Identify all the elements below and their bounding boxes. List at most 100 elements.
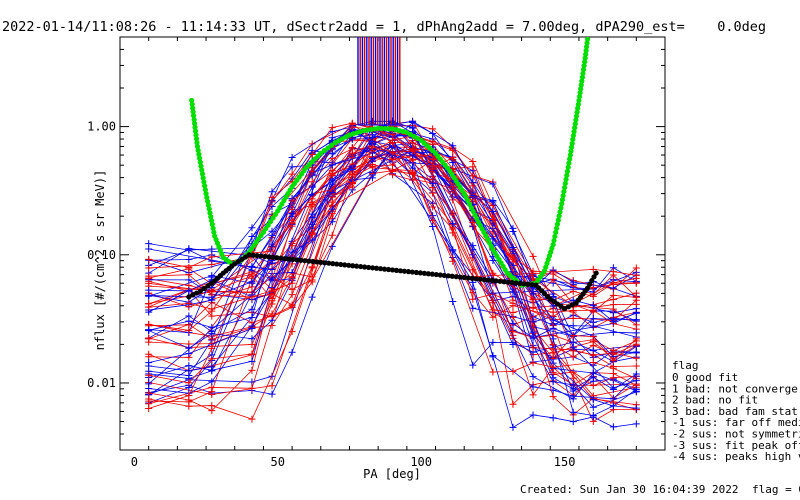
- observation-point: [529, 391, 537, 399]
- observation-point: [549, 386, 557, 394]
- fit-point: [326, 260, 332, 266]
- observation-point: [185, 246, 193, 254]
- observation-point: [589, 403, 597, 411]
- observation-point: [509, 253, 517, 261]
- observation-point: [429, 155, 437, 163]
- fit-point: [567, 156, 573, 162]
- observation-point: [328, 171, 336, 179]
- observation-point: [348, 154, 356, 162]
- fit-point: [559, 197, 566, 203]
- observation-point: [268, 193, 276, 201]
- fit-point: [266, 254, 272, 260]
- observation-point: [145, 404, 153, 412]
- fit-point: [192, 124, 198, 130]
- observation-point: [389, 139, 396, 147]
- fit-point: [469, 275, 475, 281]
- observation-point: [185, 271, 193, 279]
- observation-point: [429, 165, 437, 173]
- observation-point: [489, 338, 497, 346]
- observation-point: [529, 411, 537, 419]
- fit-point: [581, 63, 587, 69]
- observation-point: [609, 374, 617, 382]
- fit-point: [497, 278, 503, 284]
- observation-point: [632, 271, 640, 279]
- fit-point: [310, 258, 316, 265]
- fit-point: [258, 253, 264, 259]
- observation-point: [469, 182, 477, 190]
- observation-point: [489, 306, 497, 314]
- fit-point: [445, 273, 451, 279]
- observation-point: [248, 272, 256, 280]
- observation-point: [529, 344, 537, 352]
- observation-point: [489, 269, 497, 277]
- observation-point: [248, 357, 256, 365]
- fit-point: [573, 113, 580, 119]
- observation-point: [632, 321, 640, 329]
- observation-point: [449, 183, 457, 191]
- observation-point: [489, 180, 497, 188]
- observation-point: [449, 153, 457, 161]
- observation-point: [248, 278, 256, 286]
- observation-point: [208, 366, 216, 374]
- observation-point: [288, 279, 296, 287]
- observation-point: [609, 268, 617, 276]
- observation-point: [145, 291, 153, 299]
- observation-point: [549, 324, 557, 332]
- fit-point: [190, 105, 196, 111]
- observation-point: [489, 235, 497, 243]
- observation-point: [609, 357, 617, 365]
- observation-point: [609, 423, 617, 431]
- observation-point: [308, 293, 316, 301]
- observation-point: [529, 373, 537, 381]
- observation-point: [489, 368, 497, 376]
- fit-point: [574, 109, 580, 115]
- observation-point: [469, 192, 477, 200]
- fit-point: [417, 270, 423, 276]
- fit-point: [189, 97, 195, 104]
- observation-point: [328, 218, 336, 226]
- observation-point: [308, 263, 316, 271]
- observation-point: [145, 320, 153, 328]
- observation-point: [469, 361, 477, 369]
- observation-point: [328, 205, 336, 213]
- fit-point: [318, 259, 324, 265]
- observation-point: [632, 420, 640, 428]
- fit-point: [209, 221, 215, 228]
- fit-point: [493, 278, 499, 284]
- observation-point: [609, 384, 617, 392]
- peak-bars: [357, 37, 401, 126]
- fit-point: [282, 255, 288, 262]
- observation-point: [308, 220, 316, 228]
- observation-point: [368, 117, 376, 125]
- observation-point: [389, 161, 396, 169]
- observation-point: [268, 287, 276, 295]
- observation-point: [348, 160, 356, 168]
- fit-point: [509, 279, 515, 286]
- fit-point: [338, 261, 344, 268]
- observation-point: [509, 400, 517, 408]
- fit-point: [393, 267, 400, 273]
- x-axis-ticks: 0 50 100 150: [119, 37, 666, 469]
- observation-point: [549, 335, 557, 343]
- observation-point: [609, 364, 617, 372]
- fit-point: [413, 269, 420, 276]
- observation-point: [145, 279, 153, 287]
- observation-point: [185, 263, 193, 271]
- fit-point: [560, 193, 566, 199]
- observation-point: [409, 124, 417, 132]
- fit-series: [186, 37, 599, 312]
- observation-point: [185, 326, 193, 334]
- observation-point: [145, 389, 153, 397]
- legend-title: flag: [672, 359, 699, 372]
- observation-point: [208, 330, 216, 338]
- fit-point: [564, 168, 571, 174]
- observation-point: [248, 224, 256, 232]
- observation-point: [549, 268, 557, 276]
- observation-point: [449, 209, 457, 217]
- legend-entry: -3 sus: fit peak off 9: [672, 439, 800, 452]
- fit-point: [342, 262, 348, 268]
- legend-entry: -4 sus: peaks high va: [672, 450, 800, 463]
- observation-point: [308, 276, 316, 284]
- fit-point: [565, 164, 571, 170]
- fit-point: [389, 267, 396, 273]
